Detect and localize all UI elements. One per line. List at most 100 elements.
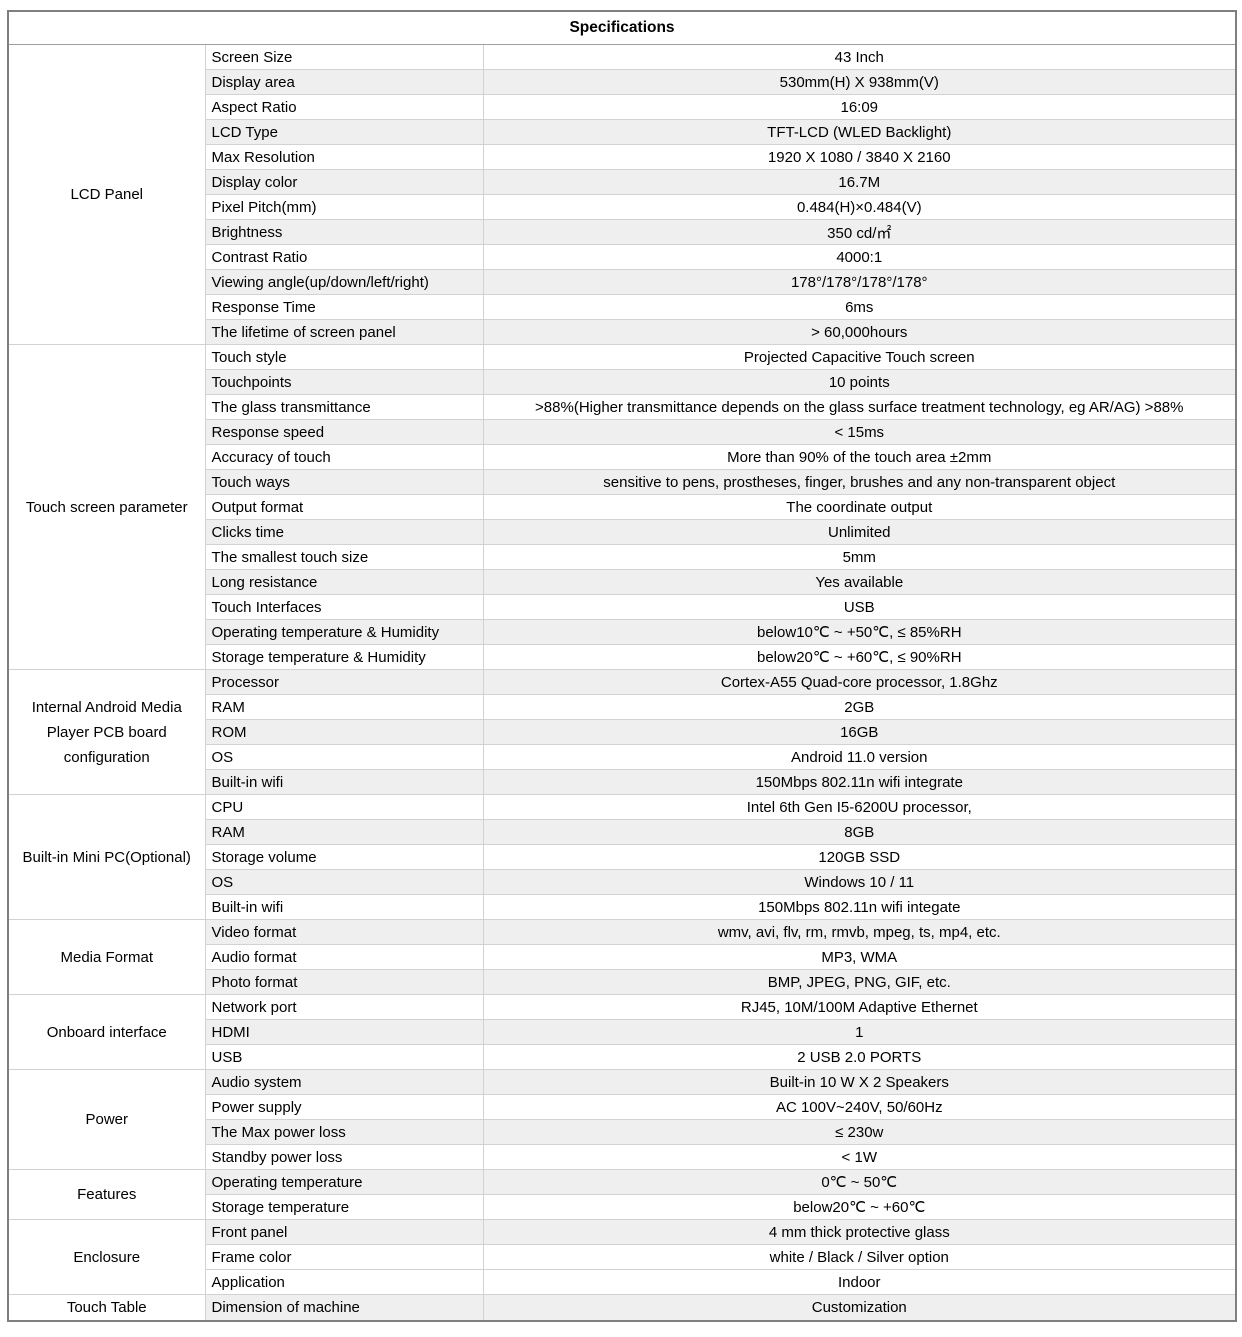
param-cell: RAM — [204, 819, 484, 845]
value-cell: 8GB — [482, 819, 1237, 845]
value-cell: sensitive to pens, prostheses, finger, b… — [482, 469, 1237, 495]
value-cell: 1920 X 1080 / 3840 X 2160 — [482, 144, 1237, 170]
category-cell: Built-in Mini PC(Optional) — [7, 794, 206, 920]
param-cell: Front panel — [204, 1219, 484, 1245]
category-cell: Onboard interface — [7, 994, 206, 1070]
param-cell: Photo format — [204, 969, 484, 995]
table-row: Power Audio system Built-in 10 W X 2 Spea… — [7, 1069, 1237, 1170]
value-cell: BMP, JPEG, PNG, GIF, etc. — [482, 969, 1237, 995]
value-cell: 150Mbps 802.11n wifi integrate — [482, 769, 1237, 795]
table-row: HDMI 1 — [8, 1019, 1237, 1045]
param-cell: Audio system — [204, 1069, 484, 1095]
table-row: Viewing angle(up/down/left/right) 178°/1… — [8, 269, 1237, 295]
param-cell: Audio format — [204, 944, 484, 970]
category-cell: Internal Android Media Player PCB board … — [7, 669, 206, 795]
category-cell: Touch screen parameter — [7, 344, 206, 670]
param-cell: OS — [204, 869, 484, 895]
value-cell: 0℃ ~ 50℃ — [482, 1169, 1237, 1195]
table-row: Touchpoints 10 points — [8, 369, 1237, 395]
param-cell: ROM — [204, 719, 484, 745]
value-cell: 16:09 — [482, 94, 1237, 120]
table-row: ROM 16GB — [8, 719, 1237, 745]
table-row: OS Android 11.0 version — [8, 744, 1237, 770]
table-row: Standby power loss < 1W — [8, 1144, 1237, 1170]
table-row: Display color 16.7M — [8, 169, 1237, 195]
param-cell: Built-in wifi — [204, 894, 484, 920]
param-cell: Viewing angle(up/down/left/right) — [204, 269, 484, 295]
param-cell: Long resistance — [204, 569, 484, 595]
param-cell: Storage temperature & Humidity — [204, 644, 484, 670]
param-cell: Display area — [204, 69, 484, 95]
table-row: Touch ways sensitive to pens, prostheses… — [8, 469, 1237, 495]
value-cell: MP3, WMA — [482, 944, 1237, 970]
table-row: USB 2 USB 2.0 PORTS — [8, 1044, 1237, 1070]
param-cell: Display color — [204, 169, 484, 195]
param-cell: Pixel Pitch(mm) — [204, 194, 484, 220]
value-cell: > 60,000hours — [482, 319, 1237, 345]
param-cell: Touch Interfaces — [204, 594, 484, 620]
value-cell: 16GB — [482, 719, 1237, 745]
param-cell: Network port — [204, 994, 484, 1020]
value-cell: RJ45, 10M/100M Adaptive Ethernet — [482, 994, 1237, 1020]
table-row: Audio format MP3, WMA — [8, 944, 1237, 970]
param-cell: Accuracy of touch — [204, 444, 484, 470]
value-cell: USB — [482, 594, 1237, 620]
value-cell: 150Mbps 802.11n wifi integate — [482, 894, 1237, 920]
value-cell: Customization — [482, 1294, 1237, 1322]
param-cell: The smallest touch size — [204, 544, 484, 570]
param-cell: Screen Size — [204, 44, 484, 70]
specifications-table: Specifications LCD Panel Screen Size 43 I… — [7, 10, 1238, 1322]
value-cell: 350 cd/㎡ — [482, 219, 1237, 245]
param-cell: Standby power loss — [204, 1144, 484, 1170]
value-cell: < 15ms — [482, 419, 1237, 445]
category-cell: Media Format — [7, 919, 206, 995]
param-cell: Processor — [204, 669, 484, 695]
table-row: Touch Table Dimension of machine Customiz… — [7, 1294, 1237, 1322]
table-row: Max Resolution 1920 X 1080 / 3840 X 2160 — [8, 144, 1237, 170]
param-cell: The Max power loss — [204, 1119, 484, 1145]
table-row: The smallest touch size 5mm — [8, 544, 1237, 570]
param-cell: The lifetime of screen panel — [204, 319, 484, 345]
value-cell: below20℃ ~ +60℃, ≤ 90%RH — [482, 644, 1237, 670]
page-title: Specifications — [7, 10, 1237, 45]
table-row: Contrast Ratio 4000:1 — [8, 244, 1237, 270]
value-cell: >88%(Higher transmittance depends on the… — [482, 394, 1237, 420]
category-cell: Enclosure — [7, 1219, 206, 1295]
table-row: Enclosure Front panel 4 mm thick protecti… — [7, 1219, 1237, 1295]
category-cell: Touch Table — [7, 1294, 206, 1322]
table-row: Operating temperature & Humidity below10… — [8, 619, 1237, 645]
table-row: Long resistance Yes available — [8, 569, 1237, 595]
param-cell: Built-in wifi — [204, 769, 484, 795]
param-cell: The glass transmittance — [204, 394, 484, 420]
table-row: Touch screen parameter Touch style Projec… — [7, 344, 1237, 670]
table-row: Built-in Mini PC(Optional) CPU Intel 6th … — [7, 794, 1237, 920]
param-cell: Storage volume — [204, 844, 484, 870]
param-cell: Operating temperature — [204, 1169, 484, 1195]
param-cell: HDMI — [204, 1019, 484, 1045]
table-row: LCD Type TFT-LCD (WLED Backlight) — [8, 119, 1237, 145]
param-cell: Output format — [204, 494, 484, 520]
value-cell: 4 mm thick protective glass — [482, 1219, 1237, 1245]
value-cell: 2GB — [482, 694, 1237, 720]
param-cell: RAM — [204, 694, 484, 720]
table-row: Response Time 6ms — [8, 294, 1237, 320]
param-cell: Aspect Ratio — [204, 94, 484, 120]
param-cell: Response speed — [204, 419, 484, 445]
table-row: Features Operating temperature 0℃ ~ 50℃ — [7, 1169, 1237, 1220]
value-cell: Windows 10 / 11 — [482, 869, 1237, 895]
value-cell: Cortex-A55 Quad-core processor, 1.8Ghz — [482, 669, 1237, 695]
value-cell: 530mm(H) X 938mm(V) — [482, 69, 1237, 95]
title-row: Specifications — [7, 10, 1237, 45]
value-cell: Unlimited — [482, 519, 1237, 545]
param-cell: Frame color — [204, 1244, 484, 1270]
spec-table-body: Specifications LCD Panel Screen Size 43 I… — [7, 10, 1237, 1322]
value-cell: 2 USB 2.0 PORTS — [482, 1044, 1237, 1070]
value-cell: ≤ 230w — [482, 1119, 1237, 1145]
category-cell: Features — [7, 1169, 206, 1220]
table-row: Built-in wifi 150Mbps 802.11n wifi integ… — [8, 894, 1237, 920]
table-row: Media Format Video format wmv, avi, flv, … — [7, 919, 1237, 995]
table-row: RAM 8GB — [8, 819, 1237, 845]
value-cell: 0.484(H)×0.484(V) — [482, 194, 1237, 220]
param-cell: Response Time — [204, 294, 484, 320]
param-cell: CPU — [204, 794, 484, 820]
